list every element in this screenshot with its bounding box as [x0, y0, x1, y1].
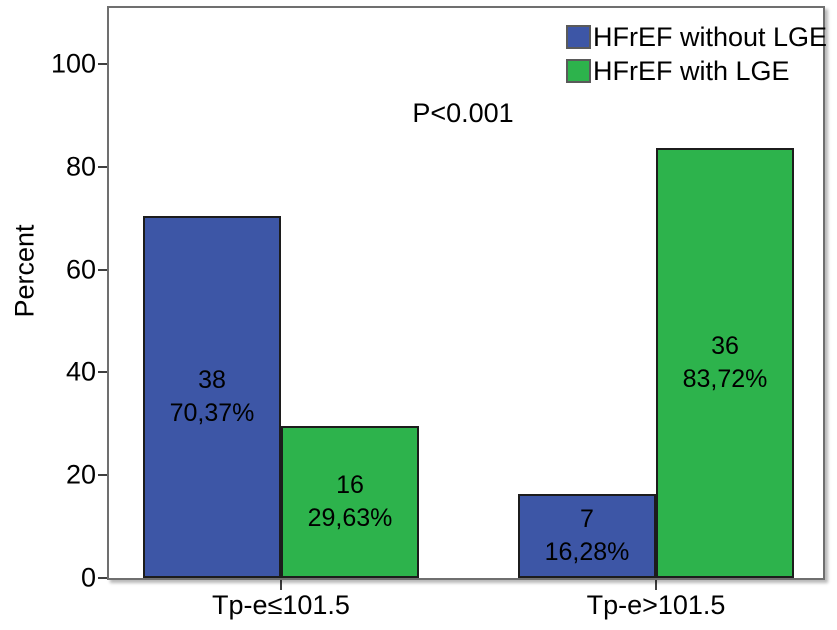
y-tick-label: 40 [65, 356, 96, 387]
bar-count-label: 16 [336, 470, 364, 499]
y-tick-mark [98, 577, 107, 579]
bar-percent-label: 16,28% [544, 538, 630, 567]
x-category-label: Tp-e≤101.5 [212, 590, 350, 620]
bar-hfref-without-lge-cat2: 7 16,28% [518, 494, 656, 578]
bar-hfref-with-lge-cat1: 16 29,63% [281, 425, 419, 578]
y-tick-label: 0 [80, 562, 96, 593]
y-tick-label: 60 [65, 254, 96, 285]
bar-percent-label: 83,72% [682, 364, 768, 393]
legend: HFrEF without LGE HFrEF with LGE [566, 20, 827, 88]
bar-count-label: 38 [198, 366, 226, 395]
y-tick-label: 80 [65, 151, 96, 182]
bar-percent-label: 29,63% [307, 503, 393, 532]
legend-swatch-green-icon [566, 59, 591, 83]
legend-item-with-lge: HFrEF with LGE [566, 54, 827, 88]
y-tick-mark [98, 268, 107, 271]
legend-item-without-lge: HFrEF without LGE [566, 20, 827, 54]
plot-area: 38 70,37% 16 29,63% 7 16,28% 36 83,72% P<0.001 … [107, 6, 827, 580]
x-tick-mark [280, 580, 282, 590]
bar-value-label: 16 29,63% [308, 469, 393, 535]
bar-value-label: 36 83,72% [683, 330, 768, 396]
bar-percent-label: 70,37% [169, 399, 255, 428]
y-tick-label: 100 [50, 48, 96, 79]
bar-hfref-without-lge-cat1: 38 70,37% [143, 216, 281, 578]
y-tick-label: 20 [65, 459, 96, 490]
legend-label: HFrEF with LGE [593, 55, 790, 86]
y-tick-mark [98, 371, 107, 374]
bar-value-label: 7 16,28% [545, 503, 630, 569]
y-tick-mark [98, 474, 107, 477]
p-value-annotation: P<0.001 [412, 98, 514, 128]
y-tick-mark [98, 165, 107, 168]
x-tick-mark [655, 580, 657, 590]
x-category-label: Tp-e>101.5 [586, 590, 726, 620]
y-tick-mark [98, 63, 107, 65]
bar-value-label: 38 70,37% [170, 364, 255, 430]
bar-count-label: 7 [580, 505, 594, 534]
legend-swatch-blue-icon [566, 25, 591, 49]
bar-count-label: 36 [711, 331, 739, 360]
bar-hfref-with-lge-cat2: 36 83,72% [656, 147, 794, 578]
legend-label: HFrEF without LGE [593, 21, 828, 52]
